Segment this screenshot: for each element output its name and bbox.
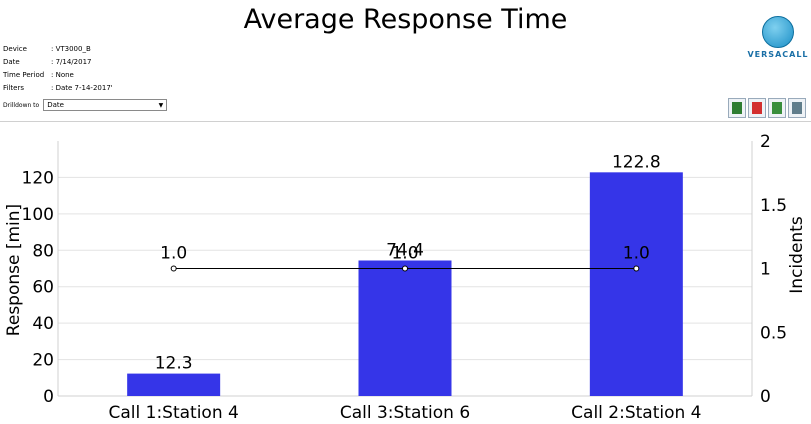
logo-text: VERSACALL (747, 50, 809, 59)
chart-title: Average Response Time (243, 4, 568, 35)
y2-tick-label: 0 (760, 387, 771, 407)
meta-key: Device (3, 45, 27, 53)
meta-row-time-period: Time Period : None (3, 69, 113, 82)
versacall-logo: VERSACALL (745, 16, 811, 59)
meta-row-filters: Filters : Date 7-14-2017' (3, 82, 113, 95)
y2-tick-label: 1.5 (760, 196, 787, 216)
meta-row-device: Device : VT3000_B (3, 43, 113, 56)
drilldown-label: Drilldown to (3, 101, 40, 109)
y-axis-label: Response [min] (4, 203, 24, 337)
meta-key: Date (3, 58, 20, 66)
meta-value: : 7/14/2017 (51, 58, 92, 66)
y-tick-label: 40 (32, 314, 54, 334)
print-button[interactable] (788, 98, 806, 118)
export-excel-icon (772, 102, 782, 114)
incidents-point (402, 265, 408, 272)
bar (127, 373, 221, 396)
bar (589, 172, 683, 396)
export-csv-icon (732, 102, 742, 114)
x-tick-label: Call 2:Station 4 (571, 403, 701, 423)
report-meta: Device : VT3000_B Date : 7/14/2017 Time … (3, 43, 113, 95)
x-tick-label: Call 1:Station 4 (108, 403, 238, 423)
y-tick-label: 80 (32, 241, 54, 261)
x-tick-label: Call 3:Station 6 (340, 403, 470, 423)
y-tick-label: 120 (22, 168, 54, 188)
print-icon (792, 102, 802, 114)
y2-tick-label: 2 (760, 132, 771, 152)
y-tick-label: 60 (32, 278, 54, 298)
logo-icon (762, 16, 794, 48)
y2-tick-label: 1 (760, 260, 771, 280)
incidents-value-label: 1.0 (623, 244, 650, 264)
y2-tick-label: 0.5 (760, 323, 787, 343)
export-pdf-icon (752, 102, 762, 114)
incidents-value-label: 1.0 (160, 244, 187, 264)
meta-key: Time Period (3, 71, 45, 79)
export-excel-button[interactable] (768, 98, 786, 118)
bar (358, 260, 452, 396)
export-pdf-button[interactable] (748, 98, 766, 118)
bar-value-label: 74.4 (386, 240, 424, 260)
meta-value: : Date 7-14-2017' (51, 84, 113, 92)
incidents-value-label: 1.0 (391, 244, 418, 264)
meta-value: : VT3000_B (51, 45, 91, 53)
chevron-down-icon: ▼ (158, 102, 164, 109)
export-csv-button[interactable] (728, 98, 746, 118)
y-tick-label: 0 (43, 387, 54, 407)
y-tick-label: 100 (22, 205, 54, 225)
export-toolbar (728, 98, 806, 118)
drilldown-value: Date (47, 101, 64, 109)
drilldown-select[interactable]: Date ▼ (43, 99, 168, 111)
bar-value-label: 122.8 (612, 152, 661, 172)
incidents-point (633, 265, 640, 272)
incidents-point (170, 265, 177, 272)
y2-axis-label: Incidents (787, 216, 807, 294)
meta-key: Filters (3, 84, 24, 92)
meta-row-date: Date : 7/14/2017 (3, 56, 113, 69)
bar-value-label: 12.3 (155, 354, 193, 374)
drilldown-control: Drilldown to Date ▼ (3, 99, 168, 111)
y-tick-label: 20 (32, 351, 54, 371)
header-divider (0, 121, 811, 122)
meta-value: : None (51, 71, 74, 79)
